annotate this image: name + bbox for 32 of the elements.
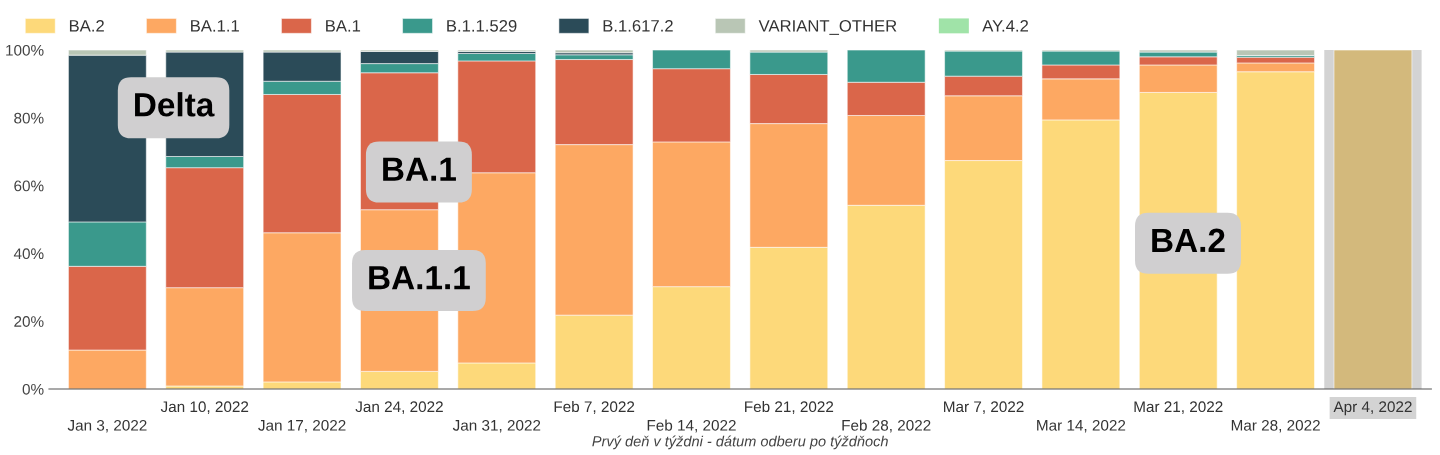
legend-label: BA.2 bbox=[69, 19, 104, 32]
y-tick-label: 0% bbox=[22, 383, 44, 395]
x-tick-label: Jan 24, 2022 bbox=[355, 401, 443, 414]
x-tick-label: Jan 31, 2022 bbox=[452, 419, 541, 433]
x-tick-label: Jan 17, 2022 bbox=[258, 419, 346, 433]
x-tick-label: Feb 28, 2022 bbox=[842, 419, 931, 433]
x-tick-label: Feb 14, 2022 bbox=[647, 419, 736, 433]
legend-label: AY.4.2 bbox=[982, 19, 1029, 32]
x-axis-title: Prvý deň v týždni - dátum odberu po týždňoch bbox=[592, 435, 888, 450]
annotation: Delta bbox=[135, 92, 215, 117]
legend-label: BA.1 bbox=[326, 20, 361, 32]
annotation: BA.1 bbox=[383, 157, 456, 181]
y-tick-label: 40% bbox=[13, 248, 44, 260]
x-tick-label: Mar 21, 2022 bbox=[1134, 401, 1223, 414]
x-tick-label: Jan 10, 2022 bbox=[160, 401, 249, 414]
x-tick-label: Mar 7, 2022 bbox=[944, 401, 1024, 414]
legend-label: BA.1.1 bbox=[191, 20, 239, 32]
x-tick-label: Mar 14, 2022 bbox=[1037, 419, 1126, 433]
legend-label: B.1.1.529 bbox=[447, 19, 517, 32]
legend-label: B.1.617.2 bbox=[603, 19, 673, 32]
x-tick-label: Apr 4, 2022 bbox=[1333, 401, 1412, 416]
x-tick-label: Mar 28, 2022 bbox=[1231, 419, 1320, 433]
y-tick-label: 100% bbox=[6, 44, 44, 56]
y-tick-label: 80% bbox=[14, 112, 44, 124]
x-tick-label: Feb 7, 2022 bbox=[554, 400, 635, 414]
legend-label: VARIANT_OTHER bbox=[758, 19, 897, 35]
annotation: BA.2 bbox=[1152, 228, 1225, 252]
x-tick-label: Jan 3, 2022 bbox=[67, 419, 147, 433]
y-tick-label: 60% bbox=[14, 180, 44, 192]
y-tick-label: 20% bbox=[14, 316, 44, 327]
x-tick-label: Feb 21, 2022 bbox=[745, 400, 834, 414]
annotation: BA.1.1 bbox=[369, 266, 470, 290]
